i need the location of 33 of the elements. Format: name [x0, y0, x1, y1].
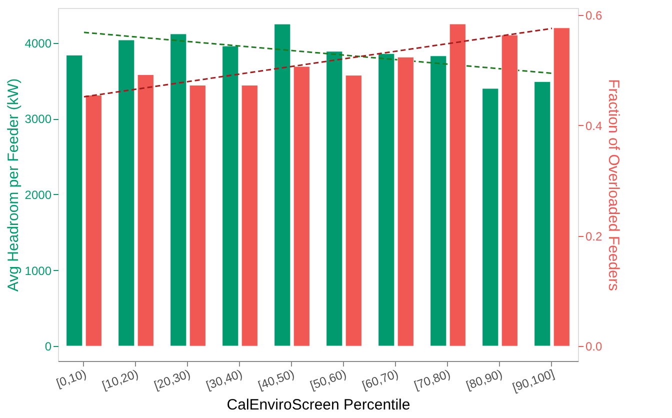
x-tick-label: [0,10): [54, 366, 88, 390]
bar: [553, 28, 570, 346]
bar: [449, 24, 466, 346]
bar: [66, 54, 83, 346]
bar: [430, 56, 447, 346]
x-axis-title: CalEnviroScreen Percentile: [226, 396, 410, 414]
bar: [326, 51, 343, 346]
y-tick-label: 3000: [24, 112, 52, 126]
bar: [85, 94, 102, 346]
bar: [118, 40, 135, 346]
y2-tick-label: 0.2: [586, 229, 603, 244]
y-tick-label: 4000: [24, 36, 52, 50]
y-axis-title: Avg Headroom per Feeder (kW): [4, 78, 22, 292]
y-tick-label: 2000: [24, 188, 52, 202]
y-tick-label: 1000: [24, 264, 52, 278]
y2-tick-label: 0.0: [586, 340, 603, 354]
bar: [345, 75, 362, 346]
bar: [397, 56, 414, 346]
bar: [222, 46, 239, 346]
y2-tick-label: 0.6: [586, 8, 603, 23]
y-tick-label: 0: [44, 340, 52, 354]
bar: [501, 34, 518, 346]
y2-tick-label: 0.4: [586, 118, 603, 133]
bar: [137, 74, 154, 346]
bar: [378, 53, 395, 346]
bar: [293, 66, 310, 346]
y2-axis-title: Fraction of Overloaded Feeders: [605, 79, 622, 291]
bar: [170, 34, 187, 346]
bar: [534, 81, 551, 346]
bar: [274, 24, 291, 346]
bar: [241, 84, 258, 346]
bar: [482, 88, 499, 346]
bar: [189, 84, 206, 346]
